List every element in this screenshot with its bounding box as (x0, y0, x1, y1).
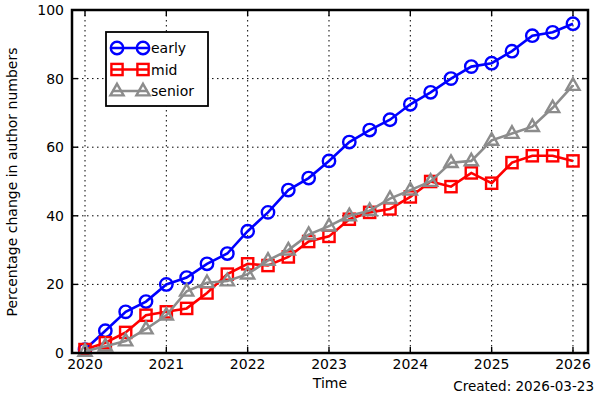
line-chart: 2020 2021 2022 2023 2024 2025 2026 0 20 40 60 80 100… (0, 0, 600, 400)
legend-entry-mid: mid (111, 62, 177, 78)
x-tick-label: 2026 (555, 356, 591, 372)
created-stamp: Created: 2026-03-23 (453, 378, 594, 394)
legend-label: early (151, 40, 186, 56)
legend: early mid senior (106, 32, 208, 106)
y-tick-label: 0 (55, 345, 64, 361)
x-tick-label: 2025 (474, 356, 510, 372)
x-tick-label: 2020 (67, 356, 103, 372)
x-tick-label: 2022 (230, 356, 266, 372)
y-tick-label: 40 (46, 208, 64, 224)
y-tick-label: 100 (37, 2, 64, 18)
x-axis-label: Time (312, 375, 347, 391)
x-tick-label: 2024 (392, 356, 428, 372)
y-tick-label: 20 (46, 276, 64, 292)
x-tick-label: 2021 (149, 356, 185, 372)
figure-background (0, 0, 600, 400)
legend-label: mid (151, 62, 177, 78)
legend-label: senior (151, 83, 194, 99)
y-tick-label: 60 (46, 139, 64, 155)
figure: 2020 2021 2022 2023 2024 2025 2026 0 20 40 60 80 100… (0, 0, 600, 400)
y-axis-label: Percentage change in author numbers (4, 48, 20, 317)
y-tick-label: 80 (46, 71, 64, 87)
x-tick-label: 2023 (311, 356, 347, 372)
